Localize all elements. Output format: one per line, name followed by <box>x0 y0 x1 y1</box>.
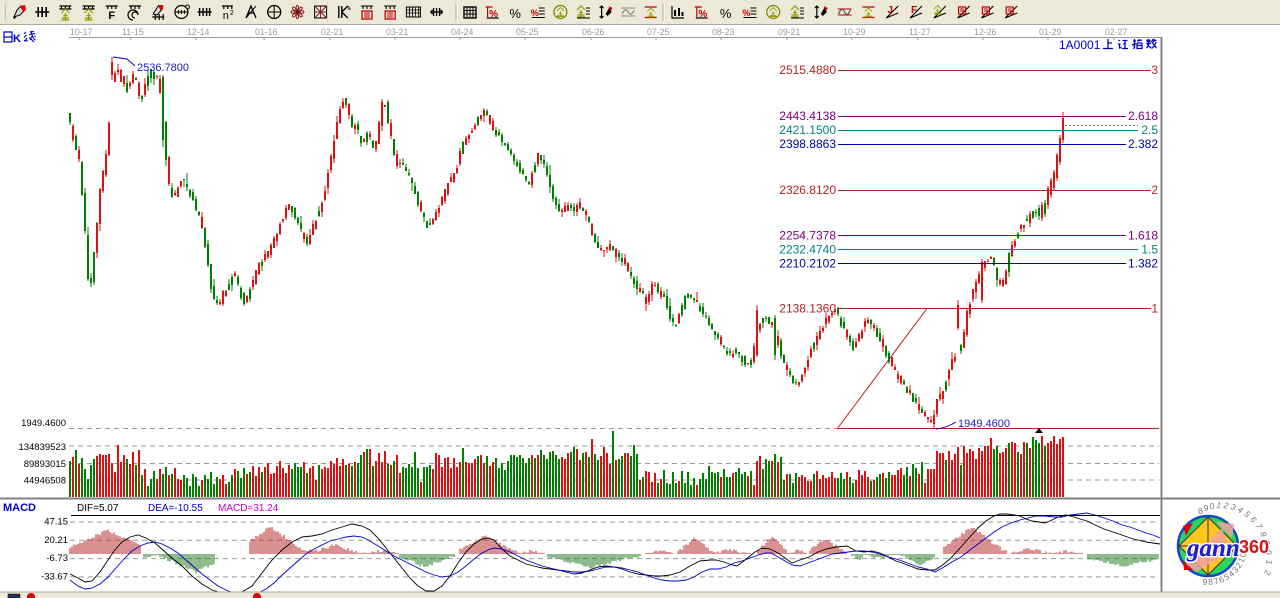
svg-text:2210.2102: 2210.2102 <box>779 257 836 271</box>
svg-text:0: 0 <box>1209 501 1215 511</box>
svg-text:1949.4600: 1949.4600 <box>958 418 1010 430</box>
svg-text:2326.8120: 2326.8120 <box>779 183 836 197</box>
svg-text:5: 5 <box>1242 509 1253 519</box>
svg-text:2398.8863: 2398.8863 <box>779 137 836 151</box>
svg-text:2: 2 <box>1233 560 1244 570</box>
svg-text:F: F <box>108 10 115 22</box>
svg-text:2254.7378: 2254.7378 <box>779 229 836 243</box>
svg-text:n: n <box>223 10 229 22</box>
svg-text:J: J <box>887 5 893 16</box>
svg-text:3: 3 <box>1230 564 1241 574</box>
svg-text:-6.73: -6.73 <box>46 553 68 564</box>
svg-text:2515.4880: 2515.4880 <box>779 63 836 77</box>
svg-text:07-25: 07-25 <box>647 27 670 37</box>
svg-text:%: % <box>742 8 750 18</box>
svg-text:1.5: 1.5 <box>1141 243 1158 257</box>
svg-text:K: K <box>13 33 21 45</box>
svg-text:5: 5 <box>1222 571 1231 582</box>
svg-text:-33.67: -33.67 <box>41 571 68 582</box>
svg-text:0: 0 <box>1237 551 1248 558</box>
svg-text:2536.7800: 2536.7800 <box>137 62 189 74</box>
svg-text:2232.4740: 2232.4740 <box>779 243 836 257</box>
svg-text:01-29: 01-29 <box>1039 27 1062 37</box>
svg-text:44946508: 44946508 <box>24 476 66 487</box>
svg-text:8: 8 <box>1197 505 1204 516</box>
svg-text:3: 3 <box>1151 63 1158 77</box>
svg-text:MACD=31.24: MACD=31.24 <box>218 503 279 514</box>
svg-text:05-25: 05-25 <box>516 27 539 37</box>
svg-text:47.15: 47.15 <box>44 517 68 528</box>
svg-text:20.21: 20.21 <box>44 535 68 546</box>
svg-text:4: 4 <box>1235 505 1245 516</box>
svg-text:F: F <box>911 5 917 16</box>
svg-text:%: % <box>698 9 707 20</box>
svg-text:2138.1360: 2138.1360 <box>779 302 836 316</box>
svg-text:1.382: 1.382 <box>1128 257 1158 271</box>
svg-text:12-14: 12-14 <box>187 27 210 37</box>
svg-text:6: 6 <box>1248 515 1259 524</box>
svg-text:01-16: 01-16 <box>255 27 278 37</box>
svg-text:3: 3 <box>1229 502 1239 513</box>
svg-text:%: % <box>489 9 498 20</box>
svg-text:1: 1 <box>1264 559 1275 566</box>
svg-text:06-26: 06-26 <box>582 27 605 37</box>
svg-text:02-27: 02-27 <box>1105 27 1128 37</box>
svg-text:2.382: 2.382 <box>1128 137 1158 151</box>
svg-text:2421.1500: 2421.1500 <box>779 123 836 137</box>
svg-text:1: 1 <box>1215 500 1222 511</box>
svg-text:7: 7 <box>1213 576 1220 587</box>
svg-text:09-21: 09-21 <box>778 27 801 37</box>
svg-text:%: % <box>720 6 732 21</box>
svg-text:08-23: 08-23 <box>712 27 735 37</box>
svg-text:MACD: MACD <box>3 502 36 514</box>
svg-text:12-26: 12-26 <box>974 27 997 37</box>
svg-text:89893015: 89893015 <box>24 459 66 470</box>
svg-text:gann: gann <box>1186 535 1240 562</box>
svg-text:9: 9 <box>1203 503 1209 513</box>
svg-text:1: 1 <box>1151 302 1158 316</box>
svg-text:360: 360 <box>1239 537 1269 557</box>
svg-text:1: 1 <box>1236 556 1247 565</box>
svg-text:1949.4600: 1949.4600 <box>21 418 66 429</box>
svg-text:%: % <box>509 6 521 21</box>
svg-text:03-21: 03-21 <box>386 27 409 37</box>
svg-text:8: 8 <box>1208 577 1214 587</box>
svg-text:gann: gann <box>1186 535 1240 562</box>
svg-text:2.5: 2.5 <box>1141 123 1158 137</box>
svg-text:11-15: 11-15 <box>122 27 144 37</box>
svg-text:11-27: 11-27 <box>909 27 931 37</box>
svg-text:04-24: 04-24 <box>451 27 474 37</box>
svg-text:6: 6 <box>1217 574 1225 585</box>
svg-text:2443.4138: 2443.4138 <box>779 109 836 123</box>
svg-text:2: 2 <box>1151 183 1158 197</box>
svg-text:134839523: 134839523 <box>18 442 66 453</box>
svg-text:8: 8 <box>1258 531 1269 538</box>
svg-text:DEA=-10.55: DEA=-10.55 <box>148 503 203 514</box>
svg-text:DIF=5.07: DIF=5.07 <box>77 503 119 514</box>
svg-text:%: % <box>531 8 539 18</box>
svg-text:9: 9 <box>1262 540 1272 546</box>
svg-text:1.618: 1.618 <box>1128 229 1158 243</box>
svg-text:2: 2 <box>1262 568 1273 577</box>
svg-text:9: 9 <box>1202 577 1208 587</box>
svg-text:2: 2 <box>230 10 234 17</box>
svg-text:10-17: 10-17 <box>70 27 93 37</box>
svg-text:2.618: 2.618 <box>1128 109 1158 123</box>
svg-text:02-21: 02-21 <box>321 27 344 37</box>
svg-text:0: 0 <box>1264 550 1274 556</box>
svg-text:1A0001: 1A0001 <box>1059 38 1101 52</box>
svg-text:2: 2 <box>1222 500 1231 511</box>
svg-text:7: 7 <box>1254 522 1265 530</box>
svg-text:4: 4 <box>1226 568 1236 579</box>
svg-text:10-29: 10-29 <box>843 27 866 37</box>
